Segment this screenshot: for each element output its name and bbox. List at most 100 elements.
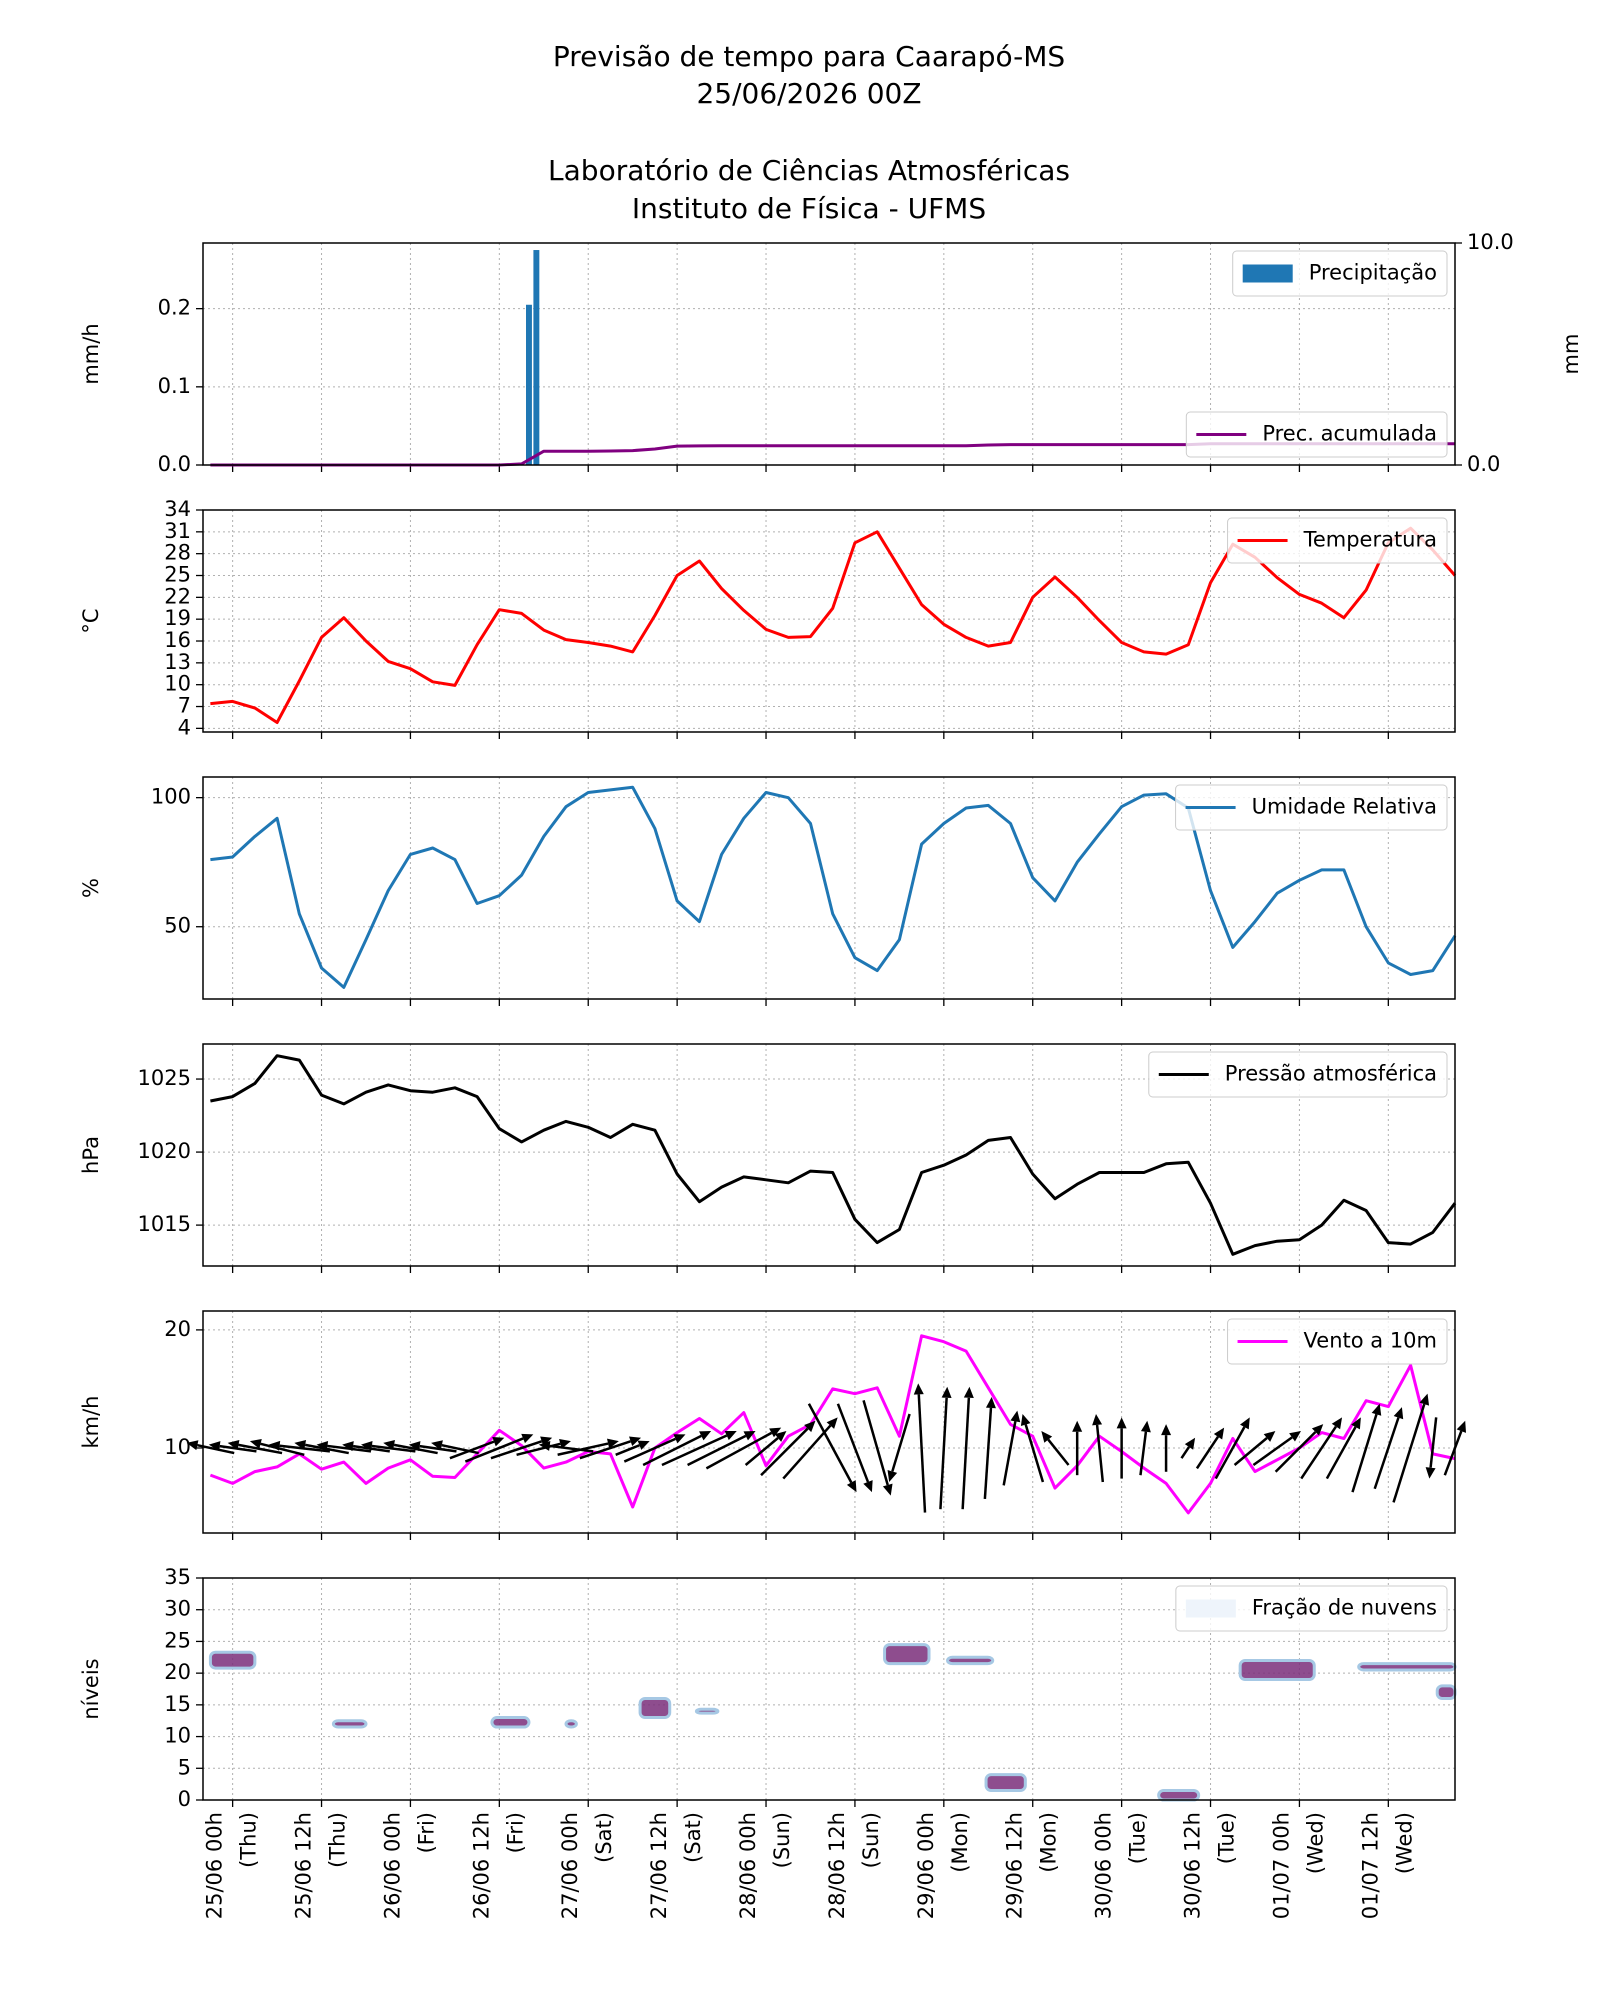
arrow-shaft: [549, 1444, 594, 1453]
arrow-head: [769, 1427, 782, 1438]
x-tick-label: 29/06 12h: [1003, 1812, 1027, 1919]
wind-arrow: [887, 1413, 911, 1482]
legend-box: [1227, 517, 1448, 564]
legend-swatch: [1185, 1599, 1236, 1618]
arrow-head: [186, 1440, 199, 1451]
axes-frame: [202, 1310, 1456, 1534]
wind-arrow: [1002, 1410, 1021, 1486]
x-tick-label: (Mon): [1037, 1812, 1061, 1873]
wind-arrow: [782, 1417, 838, 1480]
y-tick-label: 7: [178, 694, 191, 718]
x-tick-label: 26/06 00h: [380, 1812, 404, 1919]
arrow-head: [724, 1430, 737, 1441]
arrow-shaft: [983, 1407, 993, 1500]
wind-arrow: [431, 1440, 479, 1455]
wind-arrow: [642, 1430, 712, 1467]
y-tick-label: 20: [164, 1317, 191, 1341]
arrow-shaft: [1195, 1436, 1220, 1470]
cloud-patch: [490, 1716, 531, 1729]
wind-arrow: [1373, 1407, 1404, 1490]
legend-box: [1175, 1585, 1448, 1632]
arrow-shaft: [1024, 1424, 1045, 1483]
wind-arrow: [1300, 1417, 1343, 1480]
y2-tick-label: 10.0: [1467, 230, 1514, 254]
arrow-head: [268, 1440, 281, 1451]
legend-label: Pressão atmosférica: [1225, 1062, 1437, 1086]
wind-arrow: [1041, 1430, 1070, 1466]
wind-arrow: [464, 1433, 534, 1463]
legend-box: [1185, 411, 1448, 458]
arrow-shaft: [891, 1413, 911, 1472]
x-tick-label: 26/06 12h: [469, 1812, 493, 1919]
x-tick-label: (Sat): [592, 1812, 616, 1863]
wind-arrow: [249, 1438, 305, 1456]
legend-label: Umidade Relativa: [1252, 795, 1437, 819]
x-tick-label: 25/06 12h: [292, 1812, 316, 1919]
y-tick-label: 1015: [138, 1212, 191, 1236]
wind-arrow: [836, 1403, 873, 1493]
arrow-head: [774, 1430, 787, 1442]
wind-arrow: [983, 1396, 996, 1500]
x-tick-label: (Sun): [770, 1812, 794, 1868]
arrow-shaft: [260, 1442, 305, 1456]
arrow-shaft: [615, 1444, 640, 1456]
arrow-shaft: [1325, 1426, 1357, 1480]
line: [210, 1054, 1457, 1256]
bar: [533, 250, 540, 465]
arrow-head: [882, 1483, 893, 1496]
legend-label: Temperatura: [1303, 528, 1437, 552]
arrow-head: [941, 1386, 952, 1399]
y-tick-label: 0: [178, 1787, 191, 1811]
cloud-patch: [883, 1643, 931, 1666]
legend-box: [1227, 1318, 1448, 1365]
y-axis-label: km/h: [79, 1395, 103, 1448]
y-axis-label: °C: [79, 608, 103, 633]
wind-arrow: [268, 1440, 331, 1453]
arrow-shaft: [836, 1403, 870, 1483]
arrow-head: [1161, 1424, 1172, 1436]
arrow-shaft: [623, 1437, 676, 1463]
arrow-head: [1393, 1407, 1404, 1420]
arrow-shaft: [449, 1440, 495, 1460]
y2-tick-label: 0.0: [1467, 452, 1500, 476]
arrow-shaft: [579, 1440, 632, 1460]
wind-arrow: [1351, 1403, 1382, 1493]
wind-arrow: [1214, 1417, 1250, 1480]
cloud-patch: [1238, 1658, 1316, 1681]
arrow-shaft: [441, 1443, 479, 1455]
arrow-shaft: [760, 1427, 809, 1477]
y-tick-label: 5: [178, 1755, 191, 1779]
x-tick-label: 27/06 12h: [647, 1812, 671, 1919]
y-tick-label: 13: [164, 650, 191, 674]
legend-label: Precipitação: [1309, 261, 1437, 285]
axes-frame: [202, 242, 1456, 466]
wind-arrow: [449, 1436, 505, 1460]
legend-label: Fração de nuvens: [1252, 1596, 1437, 1620]
y-tick-label: 22: [164, 584, 191, 608]
arrow-head: [383, 1439, 395, 1450]
arrow-head: [1371, 1403, 1382, 1416]
wind-arrow: [208, 1441, 257, 1453]
arrow-head: [208, 1441, 221, 1452]
x-tick-label: 29/06 00h: [914, 1812, 938, 1919]
arrow-head: [1020, 1413, 1031, 1426]
legend-label: Prec. acumulada: [1262, 422, 1437, 446]
cloud-patch: [208, 1650, 257, 1670]
x-tick-label: 01/07 12h: [1358, 1812, 1382, 1919]
y-tick-label: 35: [164, 1565, 191, 1589]
arrow-shaft: [238, 1443, 283, 1455]
arrow-head: [1041, 1430, 1053, 1443]
cloud-patch: [694, 1707, 720, 1715]
y2-axis-label: mm: [1559, 334, 1583, 375]
wind-arrow: [1072, 1420, 1083, 1476]
arrow-head: [1140, 1420, 1151, 1433]
legend-box: [1232, 250, 1448, 297]
y-tick-label: 19: [164, 606, 191, 630]
wind-arrow: [615, 1440, 650, 1456]
legend-label: Vento a 10m: [1304, 1329, 1437, 1353]
y-tick-label: 28: [164, 541, 191, 565]
x-tick-label: 30/06 12h: [1181, 1812, 1205, 1919]
y-tick-label: 20: [164, 1660, 191, 1684]
